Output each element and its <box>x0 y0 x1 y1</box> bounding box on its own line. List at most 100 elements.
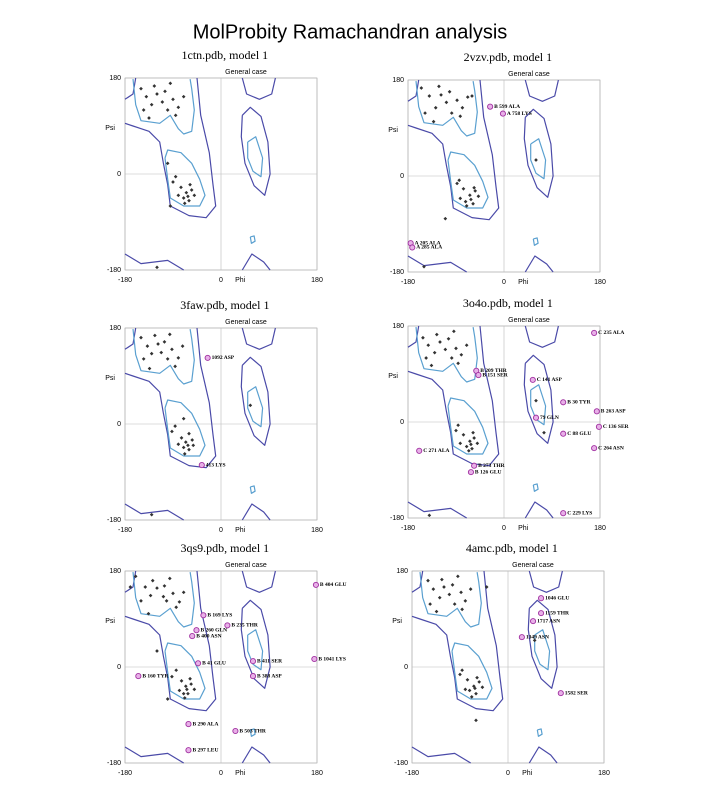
residue-point <box>464 204 469 208</box>
outlier-point <box>311 655 318 663</box>
outlier-point <box>189 633 196 640</box>
contour-allowed <box>241 570 276 593</box>
outlier-point <box>467 469 474 476</box>
residue-point <box>471 430 475 435</box>
residue-point <box>469 695 474 699</box>
residue-point <box>419 86 424 90</box>
contour-favored <box>132 572 195 628</box>
residue-point <box>153 333 157 338</box>
residue-point <box>182 201 187 206</box>
residue-point <box>165 357 170 361</box>
residue-point <box>469 197 473 202</box>
y-tick-label: 180 <box>392 323 404 330</box>
outlier-label: C 271 ALA <box>423 448 449 454</box>
figure-title: MolProbity Ramachandran analysis <box>193 21 508 43</box>
residue-point <box>174 605 179 610</box>
contour-allowed <box>407 79 500 221</box>
residue-point <box>463 199 468 204</box>
residue-point <box>167 332 172 337</box>
residue-point <box>155 586 159 590</box>
contour-allowed <box>411 746 472 764</box>
contour-favored <box>419 572 482 628</box>
residue-point <box>179 436 184 440</box>
residue-point <box>190 438 195 442</box>
residue-point <box>176 442 181 447</box>
contour-allowed <box>411 570 504 712</box>
contour-allowed <box>528 570 563 593</box>
outlier-point <box>538 610 545 617</box>
contour-allowed <box>523 354 554 444</box>
y-axis-label: Psi <box>388 373 398 380</box>
residue-point <box>439 93 443 97</box>
residue-point <box>454 428 458 433</box>
residue-point <box>472 436 476 440</box>
contour-allowed <box>124 327 137 350</box>
residue-point <box>433 105 438 110</box>
contour-allowed <box>124 327 217 469</box>
outlier-point <box>560 510 567 517</box>
panel-subtitle: General case <box>225 562 267 569</box>
residue-point <box>461 432 466 437</box>
residue-point <box>465 95 470 99</box>
y-axis-label: Psi <box>105 125 115 132</box>
outlier-point <box>312 581 319 588</box>
contour-favored <box>532 237 539 246</box>
x-tick-label: 180 <box>311 770 323 777</box>
residue-point <box>460 105 465 110</box>
outlier-label: B 388 ASP <box>257 673 282 679</box>
residue-point <box>176 356 181 360</box>
x-tick-label: -180 <box>405 770 419 777</box>
panel-title: 1ctn.pdb, model 1 <box>182 48 269 62</box>
residue-point <box>443 347 448 352</box>
panel: 2vzv.pdb, model 1 General case -180 0 180 -18… <box>388 50 606 286</box>
contour-favored <box>164 399 206 457</box>
residue-point <box>459 352 464 357</box>
residue-point <box>181 691 186 696</box>
residue-point <box>421 335 425 340</box>
residue-point <box>432 350 437 355</box>
residue-point <box>468 193 472 198</box>
residue-point <box>460 668 464 673</box>
residue-point <box>168 81 173 86</box>
residue-point <box>187 447 191 452</box>
residue-point <box>162 340 167 344</box>
contour-favored <box>247 386 264 428</box>
residue-point <box>463 687 468 692</box>
residue-point <box>534 398 538 403</box>
contour-allowed <box>523 108 554 198</box>
residue-point <box>471 201 475 206</box>
residue-point <box>168 204 173 208</box>
residue-point <box>465 677 470 682</box>
y-axis-label: Psi <box>105 618 115 625</box>
residue-point <box>139 335 143 340</box>
outlier-point <box>195 660 202 667</box>
y-tick-label: -180 <box>107 760 121 767</box>
residue-point <box>461 186 466 191</box>
residue-point <box>427 513 432 518</box>
outlier-point <box>185 721 192 728</box>
residue-point <box>459 590 463 595</box>
residue-point <box>458 672 462 677</box>
residue-point <box>152 84 157 88</box>
residue-point <box>456 423 460 428</box>
residue-point <box>457 178 462 183</box>
x-tick-label: 0 <box>219 770 223 777</box>
panel: 4amc.pdb, model 1 General case -180 0 180 -18… <box>392 541 610 777</box>
outlier-label: B 290 ALA <box>192 721 218 727</box>
outlier-label: B 235 THR <box>231 623 259 629</box>
residue-point <box>476 194 481 199</box>
residue-point <box>170 429 174 434</box>
residue-point <box>139 86 143 91</box>
residue-point <box>177 600 182 604</box>
contour-allowed <box>124 77 137 100</box>
residue-point <box>148 593 153 598</box>
y-tick-label: -180 <box>394 760 408 767</box>
outlier-label: C 264 ASN <box>598 445 624 451</box>
residue-point <box>437 595 442 600</box>
outlier-point <box>135 673 142 680</box>
x-axis-label: Phi <box>235 527 246 534</box>
y-tick-label: -180 <box>107 517 121 524</box>
x-axis-label: Phi <box>235 770 246 777</box>
outlier-label: A 758 LYS <box>507 111 532 117</box>
